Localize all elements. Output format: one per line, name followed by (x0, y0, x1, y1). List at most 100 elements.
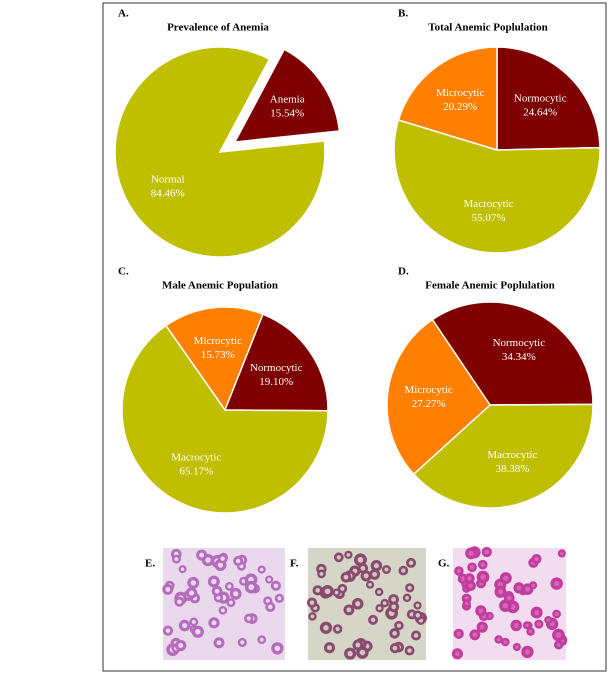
cell-center (340, 586, 345, 591)
cell-center (268, 604, 273, 610)
cell-center (205, 557, 211, 563)
cell-center (502, 602, 509, 609)
cell-center (415, 613, 420, 618)
cell-center (472, 632, 478, 638)
cell-center (391, 597, 396, 602)
cell-center (346, 607, 352, 613)
cell-center (273, 583, 279, 589)
slice-category: Normal (151, 174, 185, 186)
cell-center (343, 574, 349, 580)
cell-center (370, 617, 376, 623)
cell-center (319, 571, 324, 576)
cell-center (191, 619, 196, 624)
cell-center (327, 645, 333, 651)
cell-center (274, 645, 281, 652)
chart-title: Male Anemic Population (162, 280, 278, 292)
cell-center (464, 601, 469, 606)
cell-center (401, 568, 406, 573)
micrograph (451, 546, 568, 660)
cell-center (513, 622, 519, 628)
cell-center (217, 562, 224, 568)
pie-slice (397, 46, 498, 152)
cell-center (503, 640, 508, 644)
cell-center (536, 622, 541, 627)
cell-center (216, 640, 222, 646)
cell-center (180, 567, 185, 571)
cell-center (235, 558, 241, 564)
cell-center (391, 604, 397, 610)
cell-center (174, 557, 179, 562)
cell-center (392, 631, 397, 636)
cell-center (277, 596, 282, 601)
cell-center (480, 574, 486, 580)
cell-center (556, 642, 561, 647)
cell-center (469, 565, 475, 570)
cell-center (220, 608, 225, 613)
cell-center (460, 576, 466, 582)
cell-center (478, 608, 484, 614)
panel-label: F. (290, 558, 299, 570)
cell-center (454, 651, 460, 657)
cell-center (377, 590, 382, 594)
cell-center (248, 584, 255, 590)
slice-value-label: 19.10% (259, 376, 293, 388)
cell-center (525, 623, 529, 628)
cell-center (516, 585, 522, 591)
slice-value-label: 27.27% (412, 398, 446, 410)
slice-category: Microcytic (194, 335, 242, 347)
cell-center (553, 580, 560, 587)
slice-value-label: 84.46% (151, 188, 185, 200)
cell-center (323, 625, 329, 631)
cell-center (309, 600, 315, 605)
pie-slice (114, 46, 326, 258)
cell-center (240, 640, 245, 645)
pie-slice (496, 46, 601, 151)
cell-center (396, 623, 402, 628)
panel-label: D. (398, 266, 409, 278)
cell-center (524, 649, 531, 655)
cell-center (177, 599, 182, 604)
cell-center (456, 631, 462, 637)
cell-center (382, 601, 387, 606)
cell-center (227, 584, 232, 589)
cell-center (467, 576, 472, 581)
cell-center (531, 583, 535, 588)
slice-category: Macrocytic (464, 198, 514, 210)
cell-center (360, 565, 366, 571)
slice-value-label: 15.54% (270, 107, 304, 119)
cell-center (496, 637, 501, 642)
cell-center (392, 645, 398, 651)
cell-center (560, 551, 564, 556)
slice-category: Macrocytic (171, 451, 221, 463)
slice-value-label: 24.64% (523, 106, 557, 118)
panel-label: A. (118, 8, 129, 20)
cell-center (484, 549, 490, 555)
cell-center (165, 586, 171, 592)
cell-center (246, 616, 251, 621)
pie-slice (431, 301, 594, 406)
slice-category: Normocytic (514, 92, 567, 104)
cell-center (413, 633, 419, 638)
cell-center (220, 556, 225, 561)
cell-center (324, 588, 331, 595)
chart-title: Total Anemic Poplulation (428, 22, 547, 34)
slice-value-label: 15.73% (201, 349, 235, 361)
slice-value-label: 55.07% (472, 212, 506, 224)
cell-center (178, 642, 184, 649)
cell-center (165, 628, 171, 633)
chart-title: Female Anemic Poplulation (425, 280, 555, 292)
cell-center (355, 642, 361, 648)
cell-center (195, 628, 201, 635)
cell-center (334, 590, 339, 595)
cell-center (259, 637, 264, 642)
cell-center (415, 603, 420, 608)
cell-center (497, 581, 504, 588)
cell-center (373, 563, 379, 569)
cell-center (407, 585, 412, 590)
slice-category: Microcytic (405, 384, 453, 396)
cell-center (336, 555, 342, 560)
cell-center (216, 595, 221, 600)
cell-center (347, 650, 353, 657)
cell-center (555, 632, 562, 638)
cell-center (211, 578, 217, 585)
